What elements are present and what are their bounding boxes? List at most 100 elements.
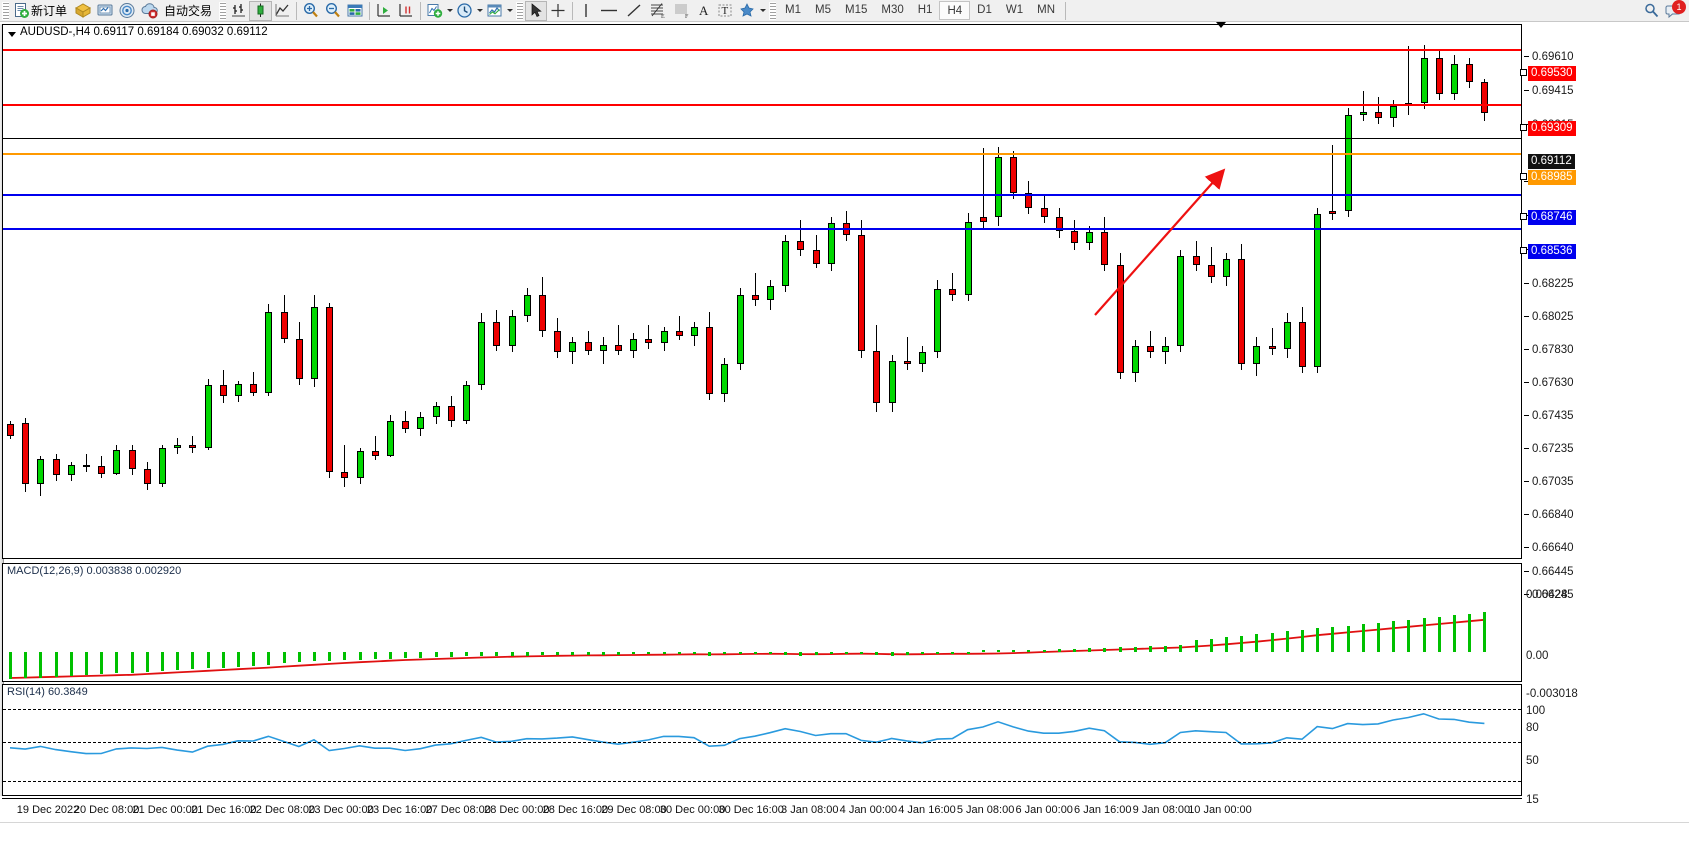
macd-bar <box>54 652 58 677</box>
candle-body <box>812 250 820 264</box>
macd-bar <box>829 652 833 654</box>
shapes-button[interactable] <box>736 1 758 21</box>
macd-bar <box>1149 646 1152 652</box>
timeframe-h1[interactable]: H1 <box>917 4 933 16</box>
level-handle[interactable] <box>1520 173 1527 180</box>
horizontal-line-button[interactable] <box>596 1 622 21</box>
auto-scroll-button[interactable] <box>373 1 395 21</box>
candle-body <box>1329 211 1337 215</box>
timeframe-m30[interactable]: M30 <box>881 4 904 16</box>
rsi-pane[interactable]: RSI(14) 60.3849 <box>2 684 1522 796</box>
svg-text:E: E <box>661 14 665 19</box>
timeframe-w1[interactable]: W1 <box>1005 4 1024 16</box>
text-icon: A <box>699 3 709 18</box>
new-order-button[interactable]: 新订单 <box>11 1 72 21</box>
market-button[interactable] <box>138 1 161 21</box>
candle-body <box>1268 346 1276 350</box>
level-line-0.68985[interactable] <box>3 153 1521 155</box>
timeframe-d1[interactable]: D1 <box>977 4 992 16</box>
toolbar-grip[interactable] <box>2 1 9 20</box>
toolbar-separator-5 <box>1065 1 1066 20</box>
candle-chart-button[interactable] <box>249 0 273 21</box>
candlestick <box>1466 25 1474 558</box>
templates-button[interactable] <box>484 1 505 21</box>
level-pill-0.69530[interactable]: 0.69530 <box>1520 66 1576 81</box>
autotrading-button[interactable]: 自动交易 <box>161 1 217 21</box>
price-pane[interactable]: AUDUSD-,H4 0.69117 0.69184 0.69032 0.691… <box>2 24 1522 559</box>
text-button[interactable]: A <box>694 1 714 21</box>
level-handle[interactable] <box>1520 124 1527 131</box>
channel-button[interactable]: F <box>670 1 694 21</box>
search-button[interactable] <box>1641 1 1663 21</box>
candle-body <box>888 361 896 404</box>
alerts-button[interactable]: 1 <box>1663 0 1686 21</box>
fibonacci-button[interactable]: E <box>646 1 670 21</box>
cursor-button[interactable] <box>525 0 548 21</box>
candle-body <box>52 458 60 476</box>
candlestick <box>615 25 622 558</box>
periods-dropdown-caret[interactable] <box>475 1 484 21</box>
trendline-button[interactable] <box>622 1 646 21</box>
templates-dropdown-caret[interactable] <box>505 1 514 21</box>
level-pill-0.68985[interactable]: 0.68985 <box>1520 170 1576 185</box>
macd-bar <box>875 652 879 655</box>
candlestick <box>311 25 318 558</box>
indicators-dropdown-caret[interactable] <box>445 1 454 21</box>
data-window-button[interactable] <box>344 1 366 21</box>
symbol-dropdown-caret[interactable] <box>8 32 16 37</box>
signals-button[interactable] <box>116 1 138 21</box>
price-tick-label: 0.69610 <box>1532 51 1574 63</box>
candlestick <box>22 25 30 558</box>
level-pill-0.68746[interactable]: 0.68746 <box>1520 210 1576 225</box>
time-axis[interactable]: 19 Dec 2022 20 Dec 08:00 21 Dec 00:00 21 De… <box>2 798 1522 822</box>
vertical-line-button[interactable] <box>576 1 596 21</box>
level-pill-0.68536[interactable]: 0.68536 <box>1520 244 1576 259</box>
chart-shift-button[interactable] <box>395 1 417 21</box>
macd-bar <box>495 652 499 656</box>
level-handle[interactable] <box>1520 213 1527 220</box>
zoom-in-button[interactable] <box>300 1 322 21</box>
time-axis-label: 9 Jan 08:00 <box>1132 804 1191 816</box>
history-button[interactable] <box>72 1 94 21</box>
candlestick <box>964 25 972 558</box>
level-pill-0.69309[interactable]: 0.69309 <box>1520 121 1576 136</box>
timeframe-m5[interactable]: M5 <box>815 4 831 16</box>
macd-pane[interactable]: MACD(12,26,9) 0.003838 0.002920 <box>2 563 1522 682</box>
candle-body <box>265 311 273 393</box>
periods-button[interactable] <box>454 1 475 21</box>
timeframe-m15[interactable]: M15 <box>845 4 868 16</box>
cursor-icon <box>531 3 542 17</box>
candle-body <box>1010 157 1018 194</box>
line-chart-button[interactable] <box>272 1 293 21</box>
timeframe-m1[interactable]: M1 <box>785 4 802 16</box>
candle-body <box>827 223 835 264</box>
price-scale[interactable]: 0.69610 0.69415 0.69215 0.68820 0.68620 … <box>1520 46 1687 806</box>
crosshair-button[interactable] <box>547 1 569 21</box>
candlestick <box>67 25 75 558</box>
level-handle[interactable] <box>1520 247 1527 254</box>
level-line-0.69530[interactable] <box>3 49 1521 51</box>
level-line-0.69112[interactable] <box>3 138 1521 139</box>
time-axis-label: 20 Dec 08:00 <box>73 804 140 816</box>
level-line-0.69309[interactable] <box>3 104 1521 106</box>
label-button[interactable]: T <box>714 1 736 21</box>
level-pill-0.69112[interactable]: 0.69112 <box>1528 154 1575 169</box>
toolbar-grip-2[interactable] <box>219 1 227 20</box>
shapes-dropdown-caret[interactable] <box>758 1 767 21</box>
candlestick <box>1010 25 1018 558</box>
timeframe-h4[interactable]: H4 <box>939 1 971 20</box>
macd-signal-path <box>9 618 1485 679</box>
toolbar-grip-3[interactable] <box>516 1 524 20</box>
level-handle[interactable] <box>1520 69 1527 76</box>
indicators-button[interactable] <box>424 1 445 21</box>
rsi-pane-title: RSI(14) 60.3849 <box>7 686 88 698</box>
toolbar-grip-4[interactable] <box>769 1 777 20</box>
level-line-0.68536[interactable] <box>3 228 1521 230</box>
candle-body <box>311 307 318 380</box>
bar-chart-button[interactable] <box>228 1 249 21</box>
level-line-0.68746[interactable] <box>3 194 1521 196</box>
candlestick <box>569 25 577 558</box>
print-button[interactable] <box>94 1 116 21</box>
timeframe-mn[interactable]: MN <box>1037 4 1055 16</box>
zoom-out-button[interactable] <box>322 1 344 21</box>
